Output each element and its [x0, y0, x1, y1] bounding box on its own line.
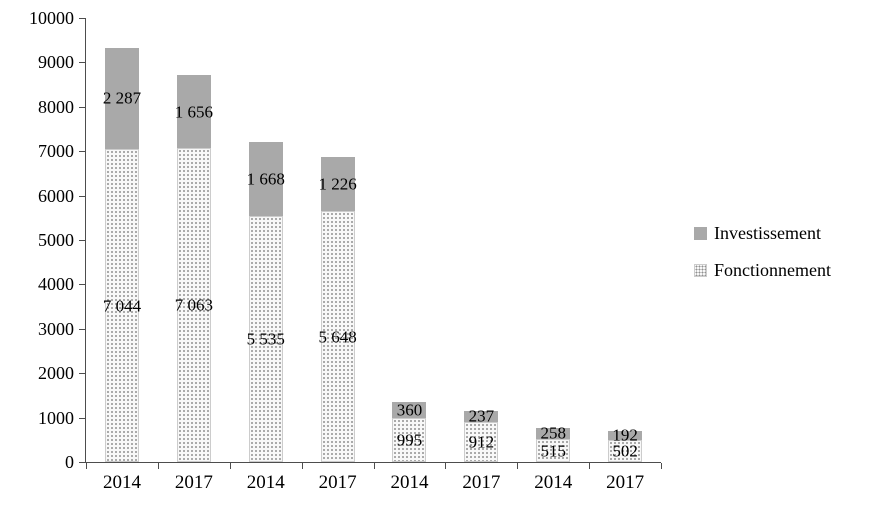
x-axis-tick — [86, 463, 87, 469]
bar-value-label: 258 — [540, 423, 566, 443]
bar-segment-investissement — [464, 411, 499, 422]
y-axis-tick — [79, 462, 85, 463]
bar-value-label: 515 — [540, 441, 566, 461]
bar-segment-investissement — [392, 401, 427, 418]
x-axis-tick — [301, 463, 303, 469]
bar-value-label: 995 — [396, 430, 423, 450]
y-axis-tick-label: 6000 — [38, 185, 74, 206]
y-axis-tick-label: 0 — [65, 452, 74, 472]
bar-value-label: 502 — [612, 441, 638, 461]
bar-value-label: 1 226 — [318, 174, 357, 194]
bar-value-label: 7 044 — [102, 296, 142, 316]
x-axis-category-label: 2017 — [462, 472, 501, 493]
y-axis-tick-label: 9000 — [38, 52, 74, 73]
x-axis-tick — [229, 463, 231, 469]
bar-segment-fonctionnement — [104, 149, 139, 462]
legend-item-fonctionnement: Fonctionnement — [694, 261, 831, 279]
legend-item-investissement: Investissement — [694, 224, 831, 242]
bar-value-label: 7 063 — [174, 295, 213, 315]
bar-segment-investissement — [176, 74, 211, 149]
y-axis-tick-label: 10000 — [29, 8, 74, 28]
bar-value-label: 2 287 — [102, 88, 142, 108]
x-axis-tick — [661, 463, 662, 469]
bar-segment-investissement — [248, 142, 283, 217]
bar-segment-fonctionnement — [176, 148, 211, 462]
x-axis-category-label: 2017 — [606, 472, 645, 493]
bar-segment-fonctionnement — [248, 216, 283, 462]
bar-value-label: 1 656 — [174, 102, 213, 122]
y-axis-tick — [79, 62, 85, 64]
legend-label-fonctionnement: Fonctionnement — [714, 260, 831, 280]
y-axis-tick — [79, 328, 85, 330]
x-axis-category-label: 2014 — [534, 472, 573, 493]
y-axis-tick — [79, 240, 85, 241]
x-axis-tick — [589, 463, 591, 469]
y-axis-tick — [79, 195, 85, 197]
bar-value-label: 360 — [396, 400, 423, 420]
bar-segment-investissement — [536, 427, 571, 440]
bar-value-label: 1 668 — [246, 169, 285, 189]
bar-segment-investissement — [320, 156, 355, 212]
bar-value-label: 192 — [612, 425, 638, 445]
x-axis-category-label: 2014 — [390, 472, 429, 493]
bar-segment-fonctionnement — [536, 439, 571, 462]
y-axis-tick — [79, 373, 85, 375]
bar-value-label: 237 — [468, 406, 495, 426]
bar-value-label: 912 — [468, 432, 495, 452]
y-axis-tick — [79, 18, 85, 19]
bar-segment-fonctionnement — [392, 417, 427, 462]
x-axis-category-label: 2014 — [246, 472, 285, 493]
x-axis-category-label: 2014 — [102, 472, 141, 493]
bar-segment-investissement — [608, 431, 643, 440]
bar-segment-fonctionnement — [464, 421, 499, 462]
y-axis-tick — [79, 284, 85, 286]
y-axis-tick-label: 5000 — [38, 230, 74, 250]
y-axis-tick-label: 4000 — [38, 274, 74, 295]
bar-segment-fonctionnement — [320, 211, 355, 462]
y-axis-tick — [79, 151, 85, 153]
x-axis-tick — [517, 463, 519, 469]
legend-swatch-investissement — [694, 226, 707, 240]
x-axis-tick — [157, 463, 159, 469]
x-axis-tick — [445, 463, 447, 469]
x-axis-category-label: 2017 — [318, 472, 357, 493]
x-axis-tick — [373, 463, 375, 469]
legend-label-investissement: Investissement — [714, 223, 821, 243]
bar-segment-investissement — [104, 47, 139, 150]
x-axis-category-label: 2017 — [174, 472, 213, 493]
y-axis — [85, 18, 86, 463]
bar-value-label: 5 535 — [246, 329, 285, 349]
legend: Investissement Fonctionnement — [694, 224, 831, 298]
y-axis-tick — [79, 417, 85, 419]
y-axis-tick-label: 8000 — [38, 96, 74, 117]
y-axis-tick-label: 7000 — [38, 141, 74, 162]
y-axis-tick-label: 2000 — [38, 363, 74, 384]
y-axis-tick — [79, 106, 85, 108]
bar-segment-fonctionnement — [608, 439, 643, 462]
legend-swatch-fonctionnement — [694, 263, 707, 277]
plot-area: 0 1000 2000 3000 4000 5000 6000 7000 8000 9000 100… — [29, 9, 662, 493]
y-axis-tick-label: 3000 — [38, 318, 74, 339]
y-axis-tick-label: 1000 — [38, 407, 74, 428]
bar-value-label: 5 648 — [318, 327, 357, 347]
x-axis — [79, 462, 661, 463]
